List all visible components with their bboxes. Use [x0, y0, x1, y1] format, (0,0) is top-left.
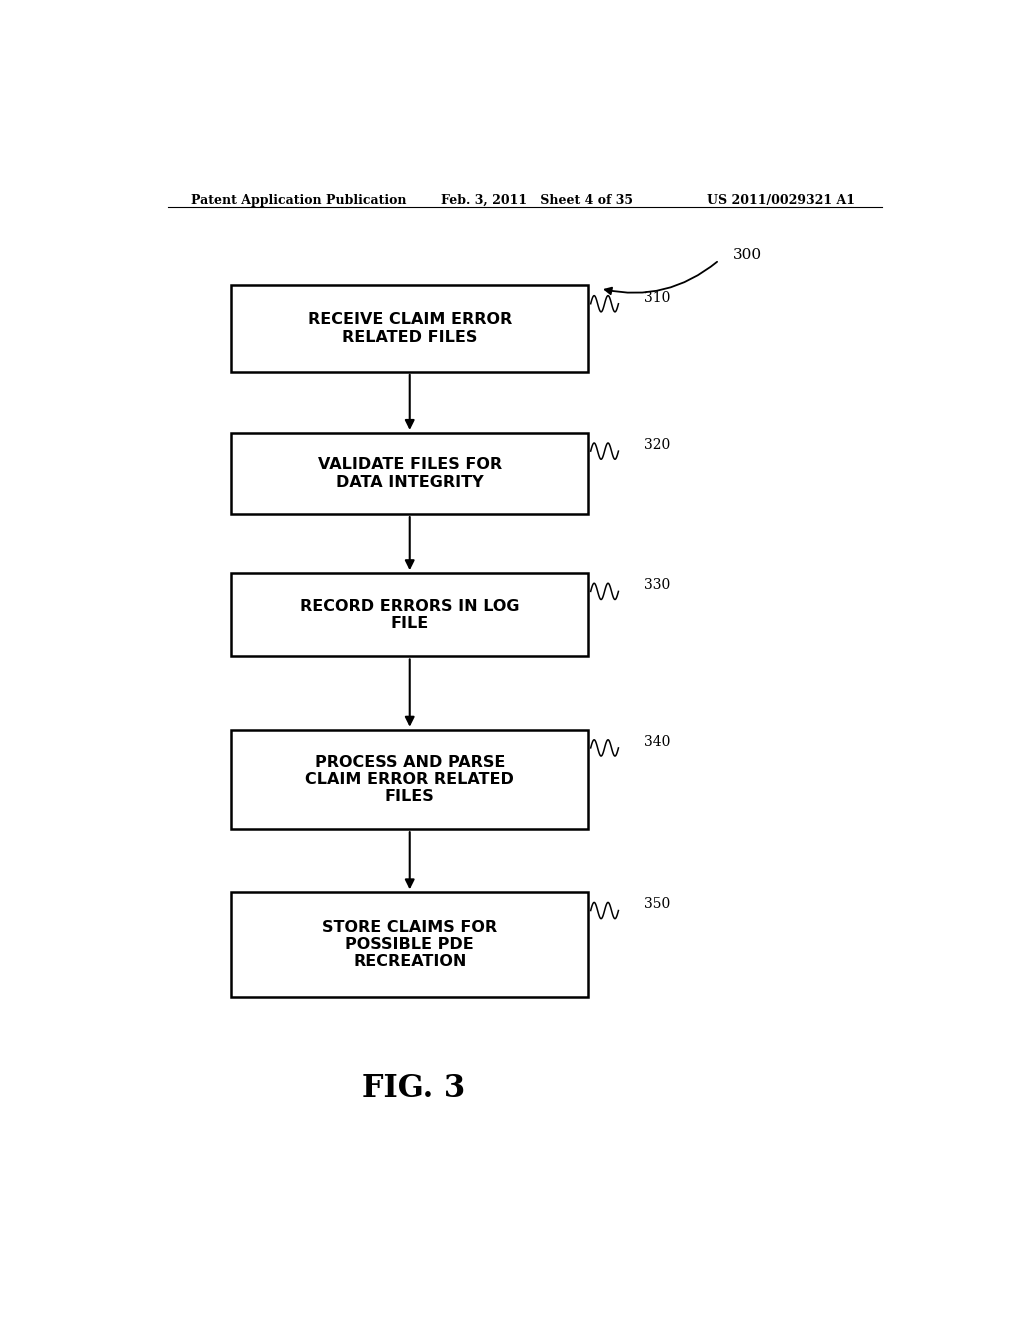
Text: 330: 330: [644, 578, 670, 593]
Text: Patent Application Publication: Patent Application Publication: [191, 194, 407, 207]
Text: 350: 350: [644, 898, 670, 911]
Bar: [231, 730, 588, 829]
Text: STORE CLAIMS FOR
POSSIBLE PDE
RECREATION: STORE CLAIMS FOR POSSIBLE PDE RECREATION: [323, 920, 498, 969]
Bar: [231, 892, 588, 997]
Text: 320: 320: [644, 438, 670, 451]
Text: Feb. 3, 2011   Sheet 4 of 35: Feb. 3, 2011 Sheet 4 of 35: [441, 194, 634, 207]
Text: RECORD ERRORS IN LOG
FILE: RECORD ERRORS IN LOG FILE: [300, 598, 519, 631]
Text: FIG. 3: FIG. 3: [362, 1073, 465, 1104]
Bar: [231, 433, 588, 515]
Text: 340: 340: [644, 735, 671, 748]
Text: US 2011/0029321 A1: US 2011/0029321 A1: [708, 194, 855, 207]
Text: 310: 310: [644, 290, 671, 305]
Text: RECEIVE CLAIM ERROR
RELATED FILES: RECEIVE CLAIM ERROR RELATED FILES: [307, 313, 512, 345]
Text: 300: 300: [732, 248, 762, 261]
Text: PROCESS AND PARSE
CLAIM ERROR RELATED
FILES: PROCESS AND PARSE CLAIM ERROR RELATED FI…: [305, 755, 514, 804]
Text: VALIDATE FILES FOR
DATA INTEGRITY: VALIDATE FILES FOR DATA INTEGRITY: [317, 457, 502, 490]
Bar: [231, 285, 588, 372]
Bar: [231, 573, 588, 656]
